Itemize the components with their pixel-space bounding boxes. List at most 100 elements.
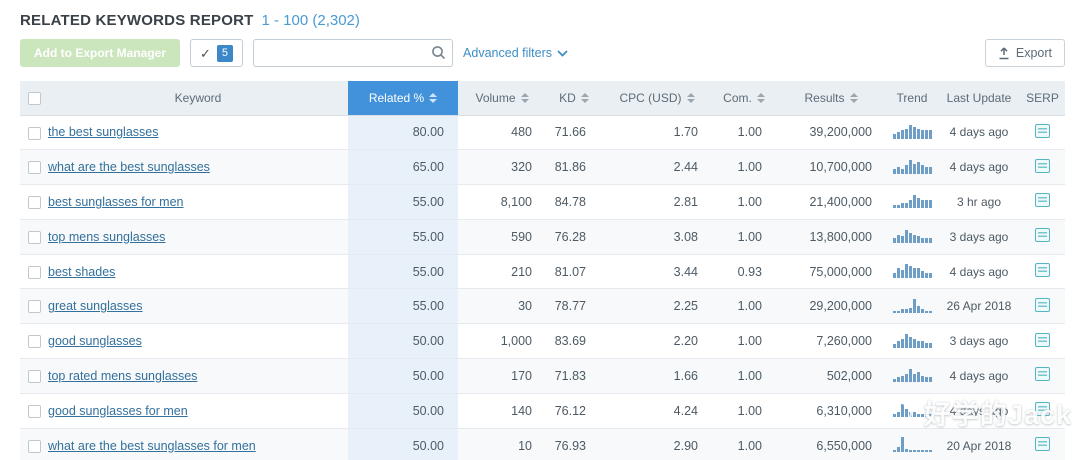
related-percent-cell: 55.00 — [348, 184, 458, 220]
column-label-volume: Volume — [475, 90, 516, 105]
keyword-cell: the best sunglasses — [48, 115, 348, 151]
column-header-keyword[interactable]: Keyword — [48, 81, 348, 116]
cpc-cell: 2.25 — [602, 288, 712, 325]
column-header-results[interactable]: Results — [776, 81, 886, 116]
trend-sparkline-chart[interactable] — [892, 158, 932, 174]
keyword-link[interactable]: what are the best sunglasses — [48, 160, 210, 175]
cpc-cell: 2.44 — [602, 149, 712, 186]
trend-cell — [886, 254, 938, 290]
kd-cell: 71.66 — [546, 115, 602, 151]
keyword-link[interactable]: top rated mens sunglasses — [48, 368, 198, 383]
keyword-link[interactable]: good sunglasses — [48, 334, 142, 349]
kd-cell: 76.28 — [546, 219, 602, 255]
column-label-keyword: Keyword — [174, 90, 222, 105]
keyword-cell: top mens sunglasses — [48, 219, 348, 255]
serp-source-icon[interactable] — [1035, 263, 1050, 278]
trend-sparkline-chart[interactable] — [892, 192, 932, 209]
keyword-link[interactable]: great sunglasses — [48, 299, 143, 314]
trend-sparkline-chart[interactable] — [892, 366, 932, 383]
row-checkbox[interactable] — [27, 439, 41, 453]
trend-sparkline-chart[interactable] — [892, 123, 932, 139]
kd-cell: 76.12 — [546, 393, 602, 429]
last-update-cell: 3 days ago — [938, 323, 1020, 360]
table-row: best shades 55.00 210 81.07 3.44 0.93 75… — [20, 254, 1065, 290]
volume-cell: 170 — [458, 358, 546, 394]
row-checkbox-cell — [20, 428, 48, 460]
related-percent-cell: 55.00 — [348, 288, 458, 325]
trend-cell — [886, 323, 938, 360]
search-input[interactable] — [253, 39, 454, 67]
keyword-cell: best shades — [48, 254, 348, 290]
column-header-volume[interactable]: Volume — [458, 81, 546, 116]
export-button[interactable]: Export — [984, 39, 1065, 67]
serp-source-icon[interactable] — [1035, 158, 1050, 173]
row-checkbox[interactable] — [27, 370, 41, 384]
trend-cell — [886, 358, 938, 394]
results-cell: 10,700,000 — [776, 149, 886, 186]
row-checkbox[interactable] — [27, 404, 41, 418]
column-header-cpc[interactable]: CPC (USD) — [602, 81, 712, 116]
table-row: what are the best sunglasses for men 50.… — [20, 428, 1065, 460]
cpc-cell: 4.24 — [602, 393, 712, 429]
competition-cell: 1.00 — [712, 115, 776, 151]
serp-source-icon[interactable] — [1035, 228, 1050, 243]
kd-cell: 84.78 — [546, 184, 602, 220]
serp-source-icon[interactable] — [1035, 123, 1050, 138]
add-to-export-manager-button[interactable]: Add to Export Manager — [20, 39, 181, 67]
row-checkbox-cell — [20, 149, 48, 186]
column-header-related[interactable]: Related % — [348, 81, 458, 116]
column-header-kd[interactable]: KD — [546, 81, 602, 116]
row-checkbox[interactable] — [27, 300, 41, 314]
keyword-link[interactable]: the best sunglasses — [48, 125, 159, 140]
advanced-filters-link[interactable]: Advanced filters — [463, 46, 568, 60]
checkmark-icon: ✓ — [200, 45, 211, 61]
row-checkbox[interactable] — [27, 230, 41, 244]
keyword-link[interactable]: what are the best sunglasses for men — [48, 438, 256, 453]
row-checkbox[interactable] — [27, 335, 41, 349]
row-checkbox[interactable] — [27, 265, 41, 279]
trend-sparkline-chart[interactable] — [892, 262, 932, 279]
last-update-cell: 3 days ago — [938, 219, 1020, 255]
serp-source-icon[interactable] — [1035, 297, 1050, 312]
results-cell: 502,000 — [776, 358, 886, 394]
cpc-cell: 3.08 — [602, 219, 712, 255]
keyword-link[interactable]: top mens sunglasses — [48, 229, 166, 244]
trend-sparkline-chart[interactable] — [892, 332, 932, 348]
serp-source-icon[interactable] — [1035, 332, 1050, 347]
related-percent-cell: 50.00 — [348, 358, 458, 394]
column-header-com[interactable]: Com. — [712, 81, 776, 116]
header-checkbox[interactable] — [27, 91, 41, 105]
toolbar: Add to Export Manager ✓ 5 Advanced filte… — [20, 39, 1065, 67]
sort-arrows-icon — [849, 92, 858, 103]
trend-sparkline-chart[interactable] — [892, 297, 932, 313]
column-header-serp: SERP — [1020, 81, 1065, 116]
search-icon[interactable] — [430, 44, 447, 61]
row-checkbox[interactable] — [27, 161, 41, 175]
keywords-table: Keyword Related % Volume KD CPC (USD) — [20, 81, 1065, 460]
serp-cell — [1020, 115, 1065, 151]
cpc-cell: 3.44 — [602, 254, 712, 290]
keyword-link[interactable]: best sunglasses for men — [48, 194, 184, 209]
results-cell: 13,800,000 — [776, 219, 886, 255]
result-range-count: 1 - 100 (2,302) — [261, 12, 360, 29]
serp-source-icon[interactable] — [1035, 437, 1050, 452]
trend-sparkline-chart[interactable] — [892, 436, 932, 453]
volume-cell: 30 — [458, 288, 546, 325]
row-checkbox[interactable] — [27, 126, 41, 140]
serp-source-icon[interactable] — [1035, 402, 1050, 417]
serp-source-icon[interactable] — [1035, 367, 1050, 382]
results-cell: 7,260,000 — [776, 323, 886, 360]
keyword-link[interactable]: best shades — [48, 264, 116, 279]
row-checkbox[interactable] — [27, 196, 41, 210]
select-all-button[interactable]: ✓ 5 — [190, 39, 244, 67]
trend-sparkline-chart[interactable] — [892, 401, 932, 418]
keyword-cell: what are the best sunglasses for men — [48, 428, 348, 460]
kd-cell: 81.86 — [546, 149, 602, 186]
trend-cell — [886, 428, 938, 460]
trend-sparkline-chart[interactable] — [892, 227, 932, 244]
keyword-link[interactable]: good sunglasses for men — [48, 403, 188, 418]
serp-cell — [1020, 219, 1065, 255]
serp-cell — [1020, 149, 1065, 186]
serp-cell — [1020, 428, 1065, 460]
serp-source-icon[interactable] — [1035, 193, 1050, 208]
